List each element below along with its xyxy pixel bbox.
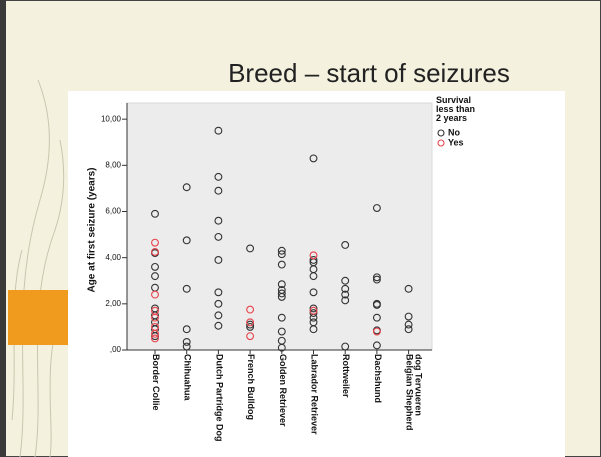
x-tick-label: French Bulldog — [246, 354, 255, 420]
slide: Breed – start of seizures Age at first s… — [0, 0, 601, 457]
chart: Breed – start of seizures Age at first s… — [0, 0, 601, 457]
x-tick-label: Dachshund — [373, 354, 382, 403]
y-tick-label: 6,00 — [105, 207, 121, 216]
plot-area — [127, 103, 432, 350]
y-tick-label: 10,00 — [101, 114, 122, 123]
accent-block — [8, 290, 68, 345]
y-tick-label: 2,00 — [105, 299, 121, 308]
y-tick-label: 4,00 — [105, 253, 121, 262]
x-tick-label: Dutch Partridge Dog — [214, 354, 223, 442]
left-bar — [0, 0, 6, 457]
x-tick-label: Belgian Shepherd dog Tervueren — [405, 354, 423, 440]
legend-title: Survival less than 2 years — [436, 96, 482, 123]
x-tick-label: Golden Retriever — [278, 354, 287, 427]
y-axis-label: Age at first seizure (years) — [87, 167, 98, 292]
y-tick-label: ,00 — [110, 345, 122, 354]
x-tick-label: Chihuahua — [183, 354, 192, 401]
plant-decoration — [12, 80, 65, 457]
x-tick-label: Rottweiler — [341, 354, 350, 398]
x-tick-label: Labrador Retriever — [310, 354, 319, 435]
legend-label: Yes — [448, 137, 464, 147]
legend-label: No — [448, 127, 460, 137]
y-tick-label: 8,00 — [105, 160, 121, 169]
x-tick-label: Border Collie — [151, 354, 160, 411]
chart-title: Breed – start of seizures — [228, 58, 510, 88]
